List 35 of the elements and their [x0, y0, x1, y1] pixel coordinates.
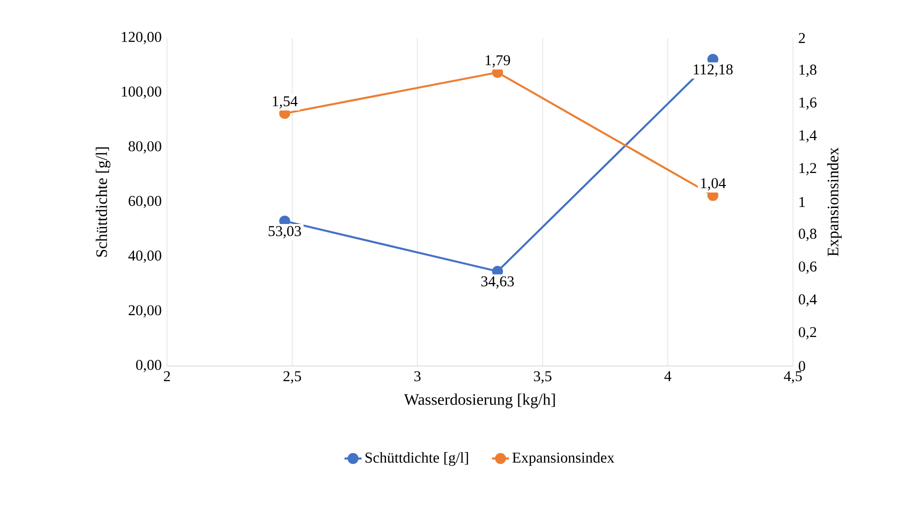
y2-tick-label: 0,8	[798, 228, 816, 241]
y-tick-label: 40,00	[128, 250, 162, 263]
data-label: 1,79	[486, 55, 510, 68]
y-tick-label: 20,00	[128, 305, 162, 318]
y-tick-label: 60,00	[128, 196, 162, 208]
y-tick-label: 80,00	[128, 141, 162, 154]
y2-tick-label: 1,6	[800, 97, 817, 110]
y2-tick-label: 1,2	[800, 163, 816, 176]
x-tick-label: 4,5	[784, 371, 802, 384]
data-label: 1,04	[701, 178, 726, 190]
data-label: 1,54	[272, 96, 298, 108]
data-label: 112,18	[694, 64, 733, 77]
y-tick-label: 0,00	[136, 360, 162, 372]
y2-axis-title: Expansionsindex	[827, 148, 842, 256]
x-axis-title: Wasserdosierung [kg/h]	[404, 394, 555, 408]
x-tick-label: 2	[164, 371, 170, 382]
x-tick-label: 3	[414, 371, 421, 382]
x-tick-label: 2,5	[283, 371, 301, 384]
y2-tick-label: 1	[800, 197, 805, 207]
y2-tick-label: 0	[798, 360, 806, 372]
y2-tick-label: 0,4	[798, 294, 817, 307]
data-label: 53,03	[268, 226, 301, 238]
y2-tick-label: 2	[798, 33, 805, 43]
legend-label: Expansionsindex	[512, 452, 614, 466]
x-tick-label: 3,5	[534, 371, 552, 384]
y-tick-label: 100,00	[122, 86, 162, 99]
y-axis-title: Schüttdichte [g/l]	[96, 147, 110, 257]
legend-label: Schüttdichte [g/l]	[366, 452, 468, 466]
y2-tick-label: 1,4	[800, 130, 817, 143]
data-label: 34,63	[481, 276, 514, 289]
y2-tick-label: 1,8	[800, 64, 816, 77]
y2-tick-label: 0,2	[798, 327, 816, 340]
y-tick-label: 120,00	[122, 32, 162, 44]
y2-tick-label: 0,6	[798, 261, 817, 274]
x-tick-label: 4	[664, 371, 672, 382]
